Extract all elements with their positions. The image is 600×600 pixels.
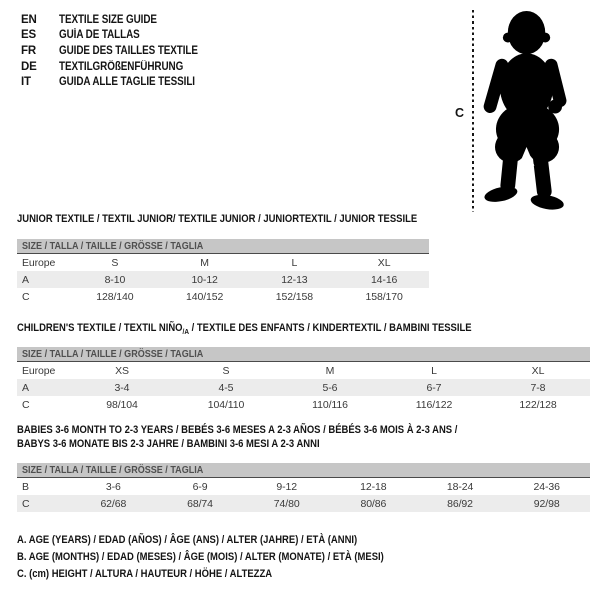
height-cell: 74/80: [273, 497, 300, 510]
age-cell: 14-16: [370, 273, 398, 286]
guide-title-fr: GUIDE DES TAILLES TEXTILE: [59, 44, 198, 57]
table-row-age: A 8-10 10-12 12-13 14-16: [17, 271, 429, 288]
height-cell: 104/110: [207, 398, 245, 411]
size-cell: M: [325, 364, 335, 377]
size-cell: L: [431, 364, 437, 377]
measure-legend: A. AGE (YEARS) / EDAD (AÑOS) / ÂGE (ANS)…: [17, 534, 444, 586]
language-row-fr: FR GUIDE DES TAILLES TEXTILE: [21, 43, 221, 59]
height-cell: 68/74: [187, 497, 213, 510]
language-code: ES: [21, 29, 36, 42]
childrens-textile-table: CHILDREN'S TEXTILE / TEXTIL NIÑO/A / TEX…: [17, 321, 590, 413]
baby-silhouette-icon: [483, 10, 567, 210]
legend-line-a: A. AGE (YEARS) / EDAD (AÑOS) / ÂGE (ANS)…: [17, 534, 358, 546]
size-cell: XS: [115, 364, 129, 377]
height-cell: 92/98: [533, 497, 560, 510]
table-title: CHILDREN'S TEXTILE / TEXTIL NIÑO/A / TEX…: [17, 322, 472, 336]
junior-textile-table: JUNIOR TEXTILE / TEXTIL JUNIOR/ TEXTILE …: [17, 212, 429, 305]
height-cell: 110/116: [312, 398, 348, 411]
height-cell: 128/140: [96, 290, 134, 303]
size-header-label: SIZE / TALLA / TAILLE / GRÖSSE / TAGLIA: [22, 348, 204, 360]
height-cell: 152/158: [275, 290, 313, 303]
language-code: FR: [21, 44, 36, 57]
language-code: DE: [21, 60, 37, 73]
guide-title-de: TEXTILGRÖßENFÜHRUNG: [59, 60, 184, 73]
age-cell: 24-36: [533, 480, 560, 493]
guide-title-it: GUIDA ALLE TAGLIE TESSILI: [59, 76, 195, 89]
age-cell: 3-6: [105, 480, 121, 493]
height-cell: 86/92: [447, 497, 473, 510]
row-label: C: [22, 398, 30, 411]
age-cell: 3-4: [114, 381, 130, 394]
language-code: IT: [21, 76, 31, 89]
height-measure-label: C: [455, 106, 465, 120]
height-cell: 80/86: [360, 497, 387, 510]
size-cell: XL: [531, 364, 545, 377]
age-cell: 9-12: [276, 480, 297, 493]
language-row-en: EN TEXTILE SIZE GUIDE: [21, 12, 221, 28]
title-subscript: /A: [182, 326, 189, 336]
age-cell: 5-6: [322, 381, 338, 394]
age-cell: 6-7: [426, 381, 442, 394]
row-label: A: [22, 381, 29, 394]
size-header-bar: SIZE / TALLA / TAILLE / GRÖSSE / TAGLIA: [17, 347, 590, 362]
age-cell: 12-18: [360, 480, 387, 493]
language-list: EN TEXTILE SIZE GUIDE ES GUÍA DE TALLAS …: [21, 12, 221, 90]
table-row-height: C 128/140 140/152 152/158 158/170: [17, 288, 429, 305]
size-cell: XL: [377, 256, 391, 269]
height-measure-dotted-line: [472, 10, 474, 212]
age-cell: 7-8: [530, 381, 546, 394]
language-row-es: ES GUÍA DE TALLAS: [21, 28, 221, 44]
row-label: A: [22, 273, 29, 286]
language-row-it: IT GUIDA ALLE TAGLIE TESSILI: [21, 74, 221, 90]
age-cell: 12-13: [281, 273, 308, 286]
height-cell: 98/104: [106, 398, 138, 411]
height-cell: 140/152: [185, 290, 224, 303]
language-row-de: DE TEXTILGRÖßENFÜHRUNG: [21, 59, 221, 75]
babies-textile-table: BABIES 3-6 MONTH TO 2-3 YEARS / BEBÉS 3-…: [17, 423, 590, 512]
age-cell: 8-10: [104, 273, 126, 286]
language-code: EN: [21, 13, 37, 26]
guide-title-es: GUÍA DE TALLAS: [59, 29, 140, 42]
table-row-height: C 98/104 104/110 110/116 116/122 122/128: [17, 396, 590, 413]
age-cell: 10-12: [191, 273, 218, 286]
row-label: B: [22, 480, 29, 493]
row-label: Europe: [22, 256, 56, 269]
height-cell: 122/128: [519, 398, 557, 411]
guide-title-en: TEXTILE SIZE GUIDE: [59, 13, 157, 26]
table-row-age-months: B 3-6 6-9 9-12 12-18 18-24 24-36: [17, 478, 590, 495]
size-header-bar: SIZE / TALLA / TAILLE / GRÖSSE / TAGLIA: [17, 239, 429, 254]
row-label: C: [22, 290, 30, 303]
table-row-europe: Europe XS S M L XL: [17, 362, 590, 379]
table-title: JUNIOR TEXTILE / TEXTIL JUNIOR/ TEXTILE …: [17, 213, 418, 225]
age-cell: 6-9: [192, 480, 208, 493]
height-cell: 62/68: [100, 497, 127, 510]
size-header-label: SIZE / TALLA / TAILLE / GRÖSSE / TAGLIA: [22, 464, 204, 476]
size-header-bar: SIZE / TALLA / TAILLE / GRÖSSE / TAGLIA: [17, 463, 590, 478]
table-title: BABIES 3-6 MONTH TO 2-3 YEARS / BEBÉS 3-…: [17, 424, 458, 450]
size-cell: S: [111, 256, 119, 269]
height-cell: 158/170: [365, 290, 403, 303]
age-cell: 18-24: [446, 480, 474, 493]
size-header-label: SIZE / TALLA / TAILLE / GRÖSSE / TAGLIA: [22, 240, 204, 252]
age-cell: 4-5: [218, 381, 234, 394]
size-cell: S: [222, 364, 230, 377]
size-cell: L: [291, 256, 298, 269]
legend-line-b: B. AGE (MONTHS) / EDAD (MESES) / ÂGE (MO…: [17, 551, 384, 564]
legend-line-c: C. (cm) HEIGHT / ALTURA / HAUTEUR / HÖHE…: [17, 568, 273, 581]
table-row-europe: Europe S M L XL: [17, 254, 429, 271]
table-row-age: A 3-4 4-5 5-6 6-7 7-8: [17, 379, 590, 396]
table-row-height: C 62/68 68/74 74/80 80/86 86/92 92/98: [17, 495, 590, 512]
height-cell: 116/122: [415, 398, 453, 411]
row-label: Europe: [22, 364, 56, 377]
size-cell: M: [200, 256, 209, 269]
row-label: C: [22, 497, 30, 510]
